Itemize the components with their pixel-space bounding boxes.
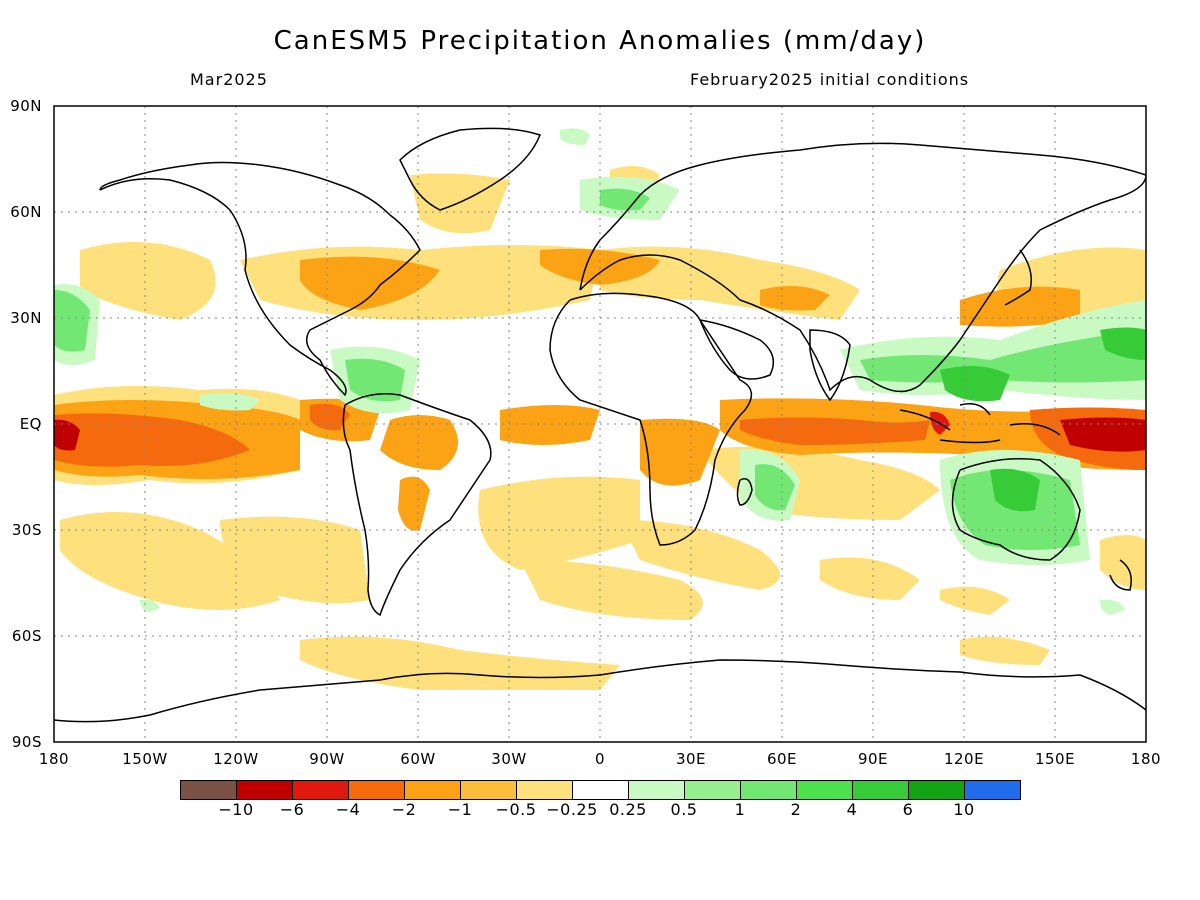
lon-label-60e: 60E — [766, 750, 798, 768]
colorbar-label: −1 — [447, 800, 473, 819]
lat-label-eq: EQ — [19, 415, 42, 433]
lon-label-180w: 180 — [38, 750, 70, 768]
colorbar-label: −6 — [279, 800, 305, 819]
dry-strong-anomalies — [54, 403, 1146, 470]
lat-label-90n: 90N — [10, 97, 42, 115]
eurasia-coast — [579, 142, 1146, 393]
lon-label-180e: 180 — [1130, 750, 1162, 768]
map-title: CanESM5 Precipitation Anomalies (mm/day) — [273, 26, 927, 56]
colorbar-swatch — [236, 780, 293, 800]
colorbar-swatch — [684, 780, 741, 800]
colorbar-label: 10 — [953, 800, 975, 819]
colorbar-label: 0.5 — [670, 800, 698, 819]
colorbar-label: 6 — [902, 800, 914, 819]
colorbar-label: −10 — [218, 800, 254, 819]
colorbar-swatch — [852, 780, 909, 800]
madagascar-coast — [736, 478, 753, 506]
colorbar-swatch — [460, 780, 517, 800]
lon-label-0: 0 — [594, 750, 606, 768]
colorbar-swatch — [796, 780, 853, 800]
japan-coast — [1004, 249, 1032, 306]
lon-label-120e: 120E — [943, 750, 985, 768]
colorbar-label: 1 — [734, 800, 746, 819]
lon-label-30e: 30E — [675, 750, 707, 768]
colorbar-label: −2 — [391, 800, 417, 819]
colorbar-swatch — [348, 780, 405, 800]
antarctica-coast — [54, 659, 1146, 723]
colorbar-swatch — [572, 780, 629, 800]
new-zealand-coast — [1109, 559, 1132, 591]
lon-label-90w: 90W — [309, 750, 345, 768]
lat-label-60n: 60N — [10, 203, 42, 221]
indonesia-coast — [899, 403, 1061, 444]
colorbar-label: 0.25 — [609, 800, 647, 819]
south-america-coast — [342, 393, 492, 617]
colorbar-label: −0.5 — [495, 800, 537, 819]
map-frame — [53, 105, 1147, 743]
greenland-coast — [399, 127, 541, 211]
colorbar-swatch — [180, 780, 237, 800]
lat-label-30n: 30N — [10, 309, 42, 327]
colorbar-swatch — [908, 780, 965, 800]
lat-label-60s: 60S — [11, 627, 42, 645]
colorbar-swatch — [292, 780, 349, 800]
lon-label-30w: 30W — [491, 750, 527, 768]
lat-label-30s: 30S — [11, 521, 42, 539]
colorbar-label: −0.25 — [546, 800, 598, 819]
lon-label-120w: 120W — [213, 750, 259, 768]
lon-label-60w: 60W — [400, 750, 436, 768]
initial-conditions: February2025 initial conditions — [690, 70, 970, 89]
wet-strong-anomalies — [940, 327, 1146, 512]
colorbar-swatch — [964, 780, 1021, 800]
anomaly-fields — [54, 128, 1146, 690]
colorbar-label: 2 — [790, 800, 802, 819]
lon-label-150w: 150W — [122, 750, 168, 768]
colorbar-swatch — [628, 780, 685, 800]
arabia-coast — [699, 319, 775, 380]
colorbar — [180, 780, 1021, 800]
gridlines — [54, 106, 1146, 742]
colorbar-swatch — [740, 780, 797, 800]
lon-label-150e: 150E — [1034, 750, 1076, 768]
lon-label-90e: 90E — [857, 750, 889, 768]
colorbar-label: −4 — [335, 800, 361, 819]
australia-coast — [951, 458, 1081, 561]
coastlines — [54, 127, 1146, 723]
india-coast — [809, 329, 851, 402]
north-america-coast — [99, 161, 421, 397]
colorbar-label: 4 — [846, 800, 858, 819]
colorbar-swatch — [516, 780, 573, 800]
colorbar-swatch — [404, 780, 461, 800]
lat-label-90s: 90S — [11, 733, 42, 751]
forecast-month: Mar2025 — [190, 70, 268, 89]
africa-coast — [549, 292, 753, 546]
